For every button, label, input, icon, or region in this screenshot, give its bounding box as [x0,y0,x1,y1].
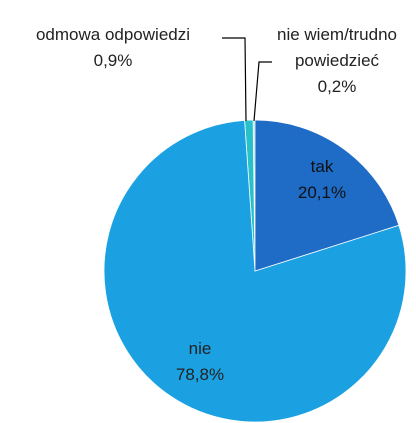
category-label: nie wiem/trudno powiedzieć [276,25,397,70]
slice-label: nie 78,8% [140,336,260,388]
category-label: nie [188,339,212,358]
slice-label: odmowa odpowiedzi 0,9% [0,22,226,74]
value-label: 78,8% [175,365,225,384]
value-label: 0,9% [93,51,133,70]
pie-slice [254,119,400,272]
leader-line [253,61,272,122]
value-label: 0,2% [317,77,357,96]
value-label: 20,1% [297,183,347,202]
category-label: odmowa odpowiedzi [35,25,191,44]
leader-line [222,37,247,122]
slice-label: tak 20,1% [262,154,382,206]
category-label: tak [310,157,334,176]
slice-label: nie wiem/trudno powiedzieć 0,2% [266,22,408,100]
